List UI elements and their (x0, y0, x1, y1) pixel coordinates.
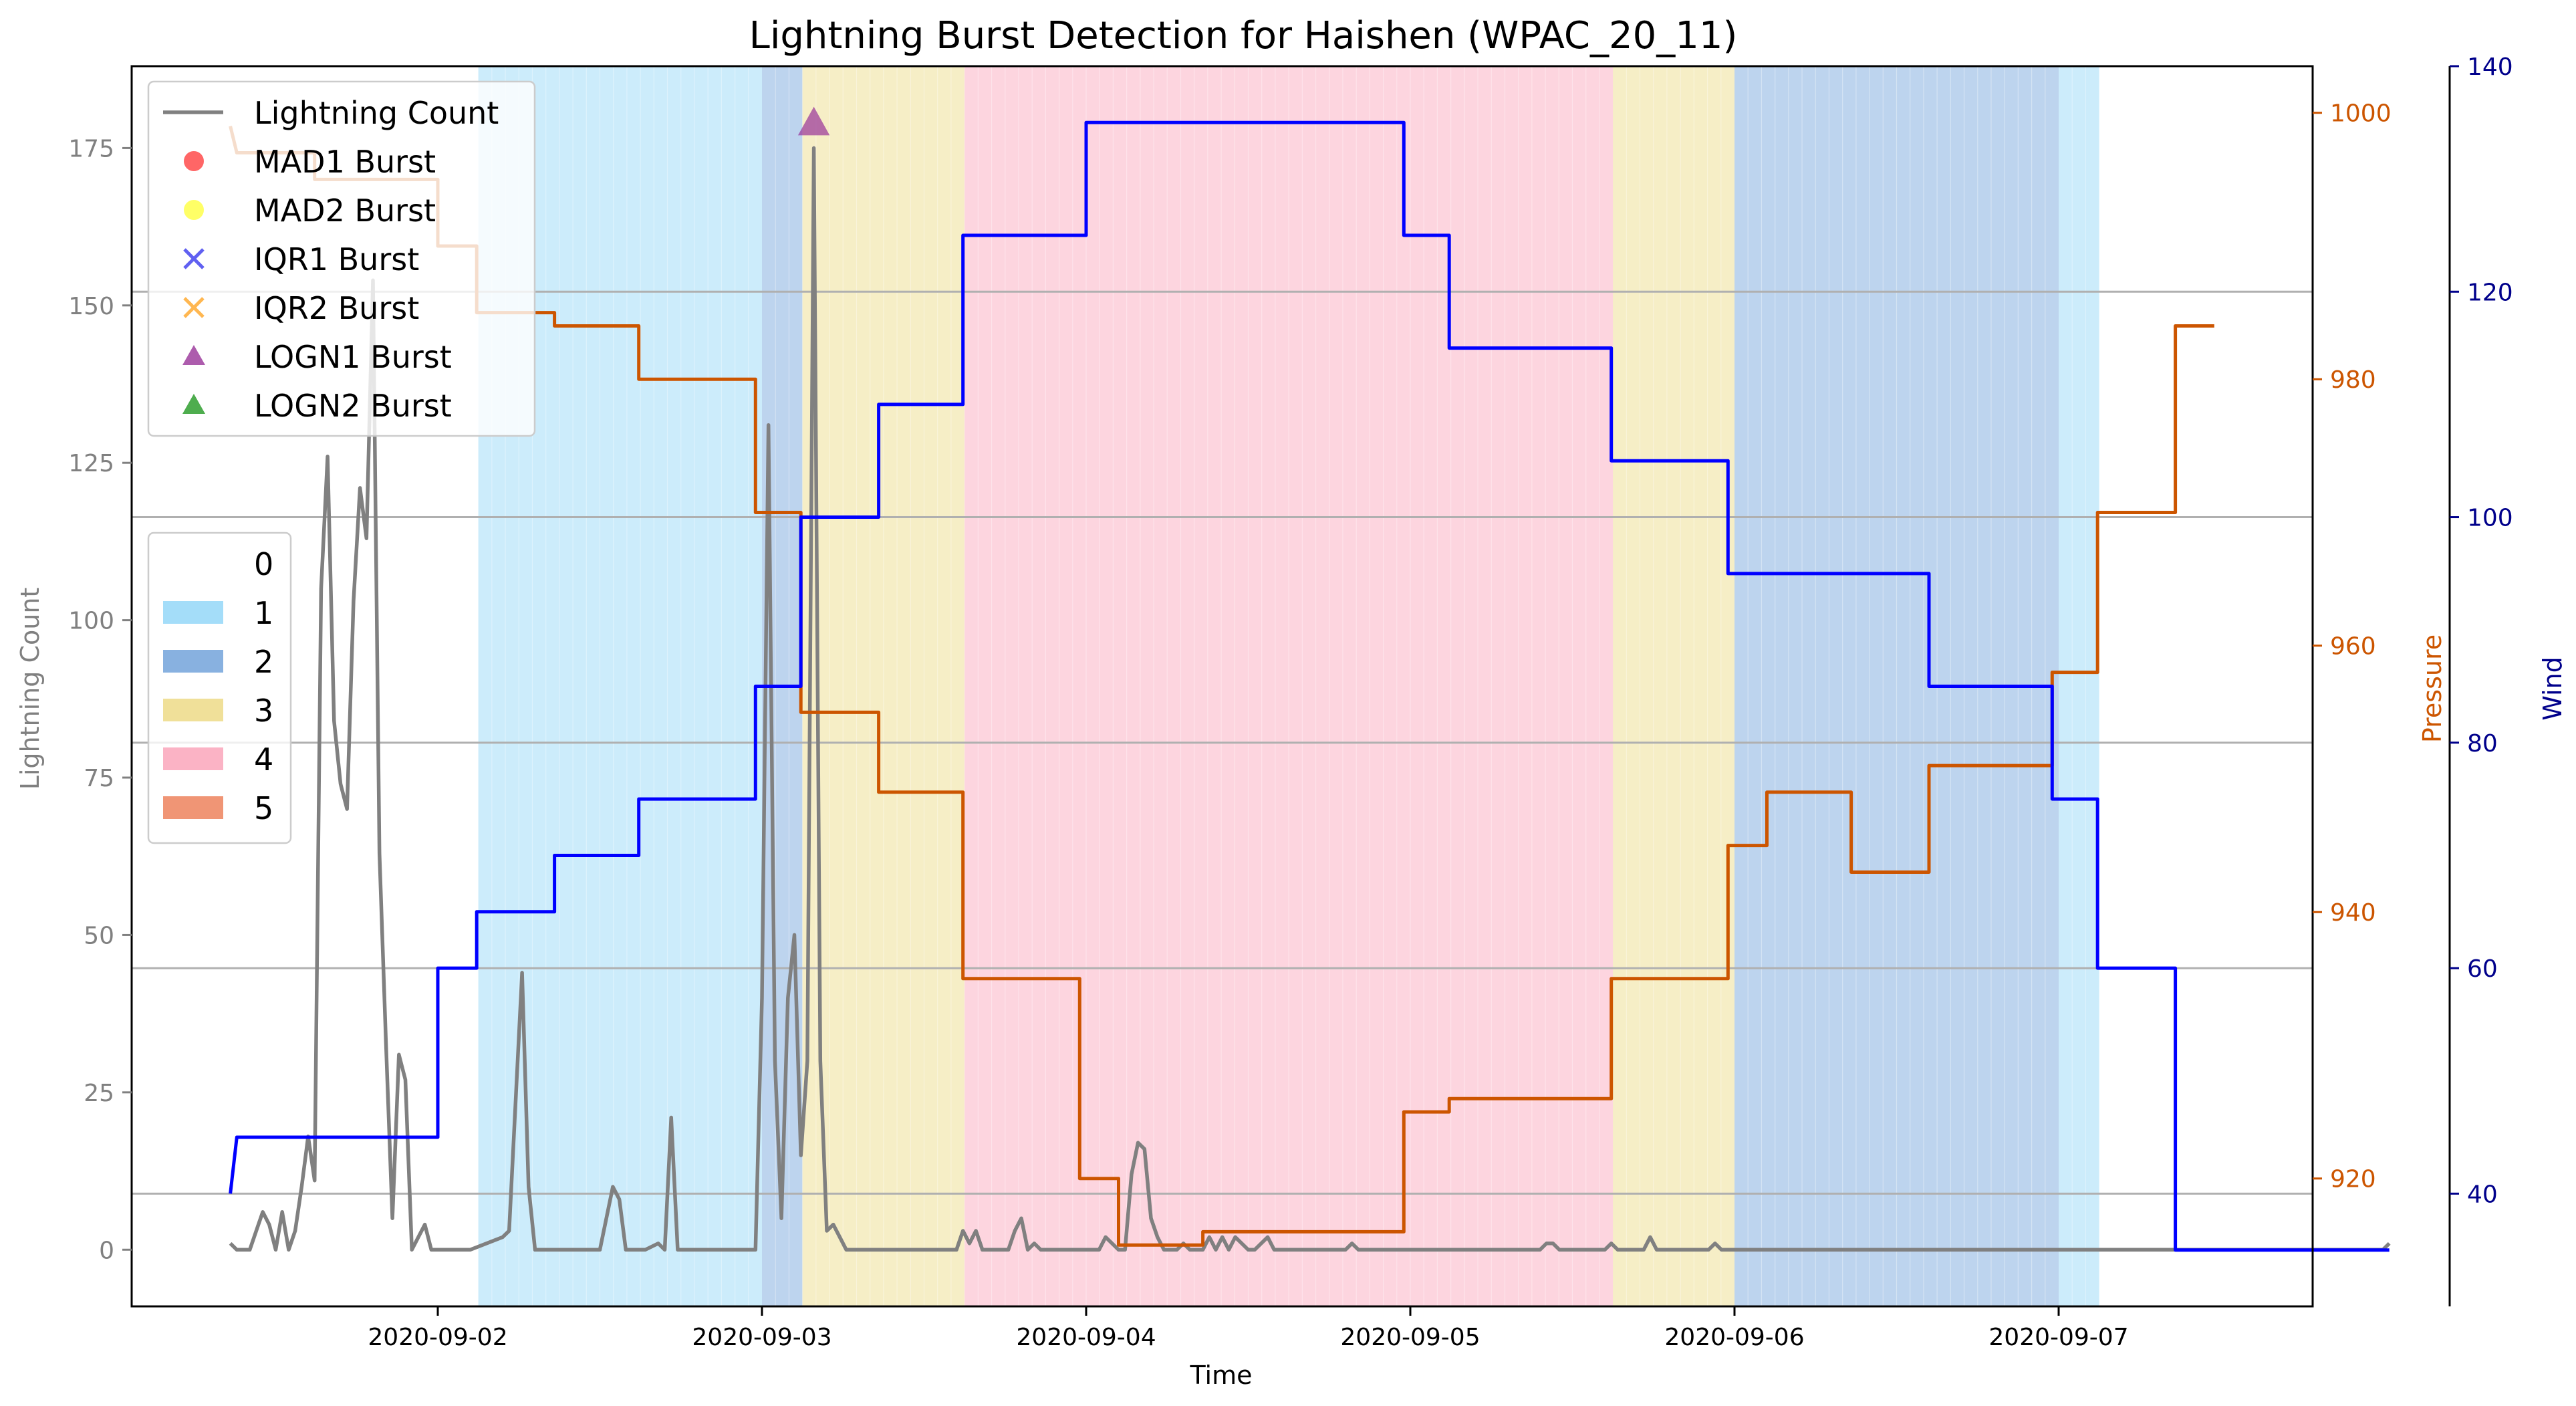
y-axis-label-left: Lightning Count (15, 588, 45, 790)
y-left-tick-label: 100 (68, 608, 114, 635)
legend-category-swatch (163, 601, 223, 624)
legend-series-label: IQR2 Burst (254, 290, 419, 326)
x-axis-label: Time (1190, 1361, 1253, 1390)
category-background (478, 66, 2099, 1306)
x-tick-label: 2020-09-05 (1340, 1324, 1480, 1351)
legend-category-label: 1 (254, 595, 273, 631)
category-span (802, 66, 965, 1306)
legend-category-swatch (163, 747, 223, 770)
y-pressure-tick-label: 980 (2330, 366, 2376, 394)
x-tick-label: 2020-09-02 (368, 1324, 507, 1351)
legend-series-label: Lightning Count (254, 95, 499, 131)
y-pressure-tick-label: 940 (2330, 899, 2376, 927)
legend-category-label: 4 (254, 741, 273, 778)
y-pressure-tick-label: 960 (2330, 633, 2376, 661)
legend-category-label: 3 (254, 693, 273, 729)
y-left-tick-label: 125 (68, 450, 114, 477)
legend-series-label: MAD2 Burst (254, 193, 436, 229)
category-span (2059, 66, 2099, 1306)
legend-series-label: LOGN1 Burst (254, 339, 452, 375)
y-wind-tick-label: 80 (2467, 730, 2498, 757)
y-wind-tick-label: 40 (2467, 1181, 2498, 1208)
y-wind-tick-label: 60 (2467, 955, 2498, 983)
y-wind-tick-label: 100 (2467, 505, 2513, 532)
y-wind-tick-label: 120 (2467, 279, 2513, 306)
x-tick-label: 2020-09-06 (1664, 1324, 1804, 1351)
legend-series-box (147, 80, 536, 437)
x-tick-label: 2020-09-04 (1016, 1324, 1156, 1351)
legend-triangle-marker (182, 345, 205, 365)
y-left-tick-label: 75 (84, 765, 114, 792)
chart-title: Lightning Burst Detection for Haishen (W… (749, 14, 1738, 57)
legend-category-label: 0 (254, 546, 273, 582)
legend: Lightning Count MAD1 Burst MAD2 Burst IQR1 … (147, 80, 536, 844)
y-pressure-tick-label: 920 (2330, 1166, 2376, 1193)
legend-category-swatch (163, 650, 223, 673)
y-axis-label-wind: Wind (2538, 657, 2567, 721)
legend-category-swatch (163, 552, 223, 575)
y-pressure-tick-label: 1000 (2330, 100, 2392, 128)
legend-category-swatch (163, 796, 223, 819)
axes: 2020-09-02 2020-09-03 2020-09-04 2020-09-05… (68, 53, 2513, 1351)
legend-category-swatch (163, 699, 223, 721)
plot-frame (130, 65, 2314, 1308)
wind-line (229, 120, 2390, 1252)
y-left-tick-label: 175 (68, 135, 114, 162)
legend-circle-marker (184, 151, 204, 171)
legend-triangle-marker (182, 394, 205, 414)
legend-category-label: 2 (254, 644, 273, 680)
legend-circle-marker (184, 200, 204, 220)
y-left-tick-label: 50 (84, 922, 114, 949)
y-left-tick-label: 150 (68, 293, 114, 320)
legend-x-marker (183, 248, 205, 269)
logn1-burst-marker (797, 106, 830, 136)
x-tick-label: 2020-09-03 (692, 1324, 831, 1351)
legend-series-label: LOGN2 Burst (254, 388, 452, 424)
category-span (1613, 66, 1734, 1306)
grid-lines (132, 290, 2313, 1195)
legend-series-label: IQR1 Burst (254, 241, 419, 277)
y-wind-tick-label: 140 (2467, 53, 2513, 81)
legend-x-marker (183, 297, 205, 318)
x-tick-label: 2020-09-07 (1988, 1324, 2128, 1351)
y-axis-label-pressure: Pressure (2418, 634, 2447, 743)
y-left-tick-label: 0 (99, 1237, 114, 1264)
legend-series-label: MAD1 Burst (254, 144, 436, 180)
y-left-tick-label: 25 (84, 1080, 114, 1107)
legend-category-label: 5 (254, 790, 273, 826)
lightning-count-line (229, 146, 2391, 1252)
